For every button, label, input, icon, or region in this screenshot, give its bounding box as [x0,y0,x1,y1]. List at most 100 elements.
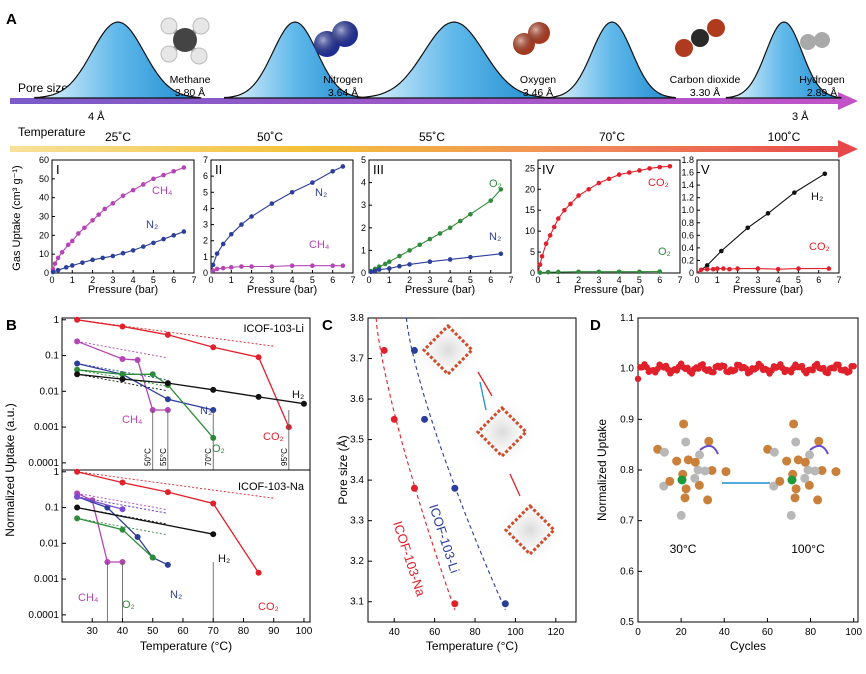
subplot-roman: IV [542,162,555,177]
data-point [537,270,543,275]
data-point [149,371,156,378]
y-tick-label: 0.0001 [28,610,59,621]
framework-icon [494,494,566,566]
x-tick-label: 7 [191,275,196,285]
data-point [214,266,220,272]
subplot-roman: V [701,162,710,177]
data-point [164,396,171,403]
x-axis-label: Pressure (bar) [247,284,317,296]
data-point [745,225,751,231]
x-tick-label: 1 [387,275,392,285]
data-point [119,526,126,533]
series-label: N₂ [315,187,327,199]
y-tick-label: 0.001 [34,422,59,433]
material-title: ICOF-103-Li [243,323,304,335]
subplot-V: 0 1 2 3 4 5 6 700.20.40.60.81.01.21.41.61.8Pres… [681,155,841,296]
y-tick-label: 5 [361,155,366,165]
left-temp-label: 30°C [670,542,697,556]
data-point [110,253,116,259]
molecule-size: 3.80 Å [175,86,205,99]
series-label: O₂ [122,599,135,611]
data-point [667,163,673,169]
data-point [330,263,336,269]
data-point [269,201,275,206]
molecule-5-icon [800,32,830,50]
data-point [220,241,226,247]
molecule-size: 3.30 Å [690,86,720,99]
x-tick-label: 4 [448,275,453,285]
data-point [181,229,187,234]
x-tick-label: 1 [715,275,720,285]
temp-axis-label: Temperature [18,125,86,139]
data-point [171,233,177,238]
subplot-frame [210,159,354,274]
y-tick-label: 0.4 [681,243,694,253]
y-tick-label: 0 [44,268,49,278]
x-tick-label: 20 [676,627,688,638]
y-tick-label: 1.2 [681,193,694,203]
y-tick-label: 3.4 [350,475,364,486]
x-tick-label: 0 [535,275,540,285]
x-tick-label: 120 [547,627,564,638]
x-tick-label: 100 [296,626,313,637]
x-tick-label: 90 [268,626,280,637]
right-temp-label: 100°C [791,542,825,556]
data-point [368,269,374,275]
subplot-frame [537,159,681,274]
pore-right-tick: 3 Å [792,110,809,123]
series-line [76,496,123,510]
pore-size-peak [725,21,842,99]
data-point [69,238,75,244]
data-point [255,569,262,576]
data-point [647,166,652,171]
molecule-size: 3.64 Å [328,86,358,99]
data-point [576,269,581,275]
data-point [164,489,171,496]
y-tick-label: 3.3 [350,516,364,527]
data-point [735,266,740,271]
x-tick-label: 2 [249,275,254,285]
temperature-label: 25˚C [105,130,131,144]
cycle-point [634,375,642,382]
y-tick-label: 3 [203,220,208,230]
temperature-label: 55˚C [419,130,445,144]
data-point [626,170,632,175]
molecule-name: Nitrogen [323,74,363,86]
data-point [214,251,220,256]
series-label: CH₄ [122,414,143,426]
data-point [100,255,106,261]
y-tick-label: 4 [203,203,208,213]
data-point [410,484,418,492]
data-point [310,180,315,185]
data-point [50,269,56,275]
series-line [368,189,502,274]
y-tick-label: 1.4 [681,180,694,190]
molecule-size: 2.89 Å [807,86,837,99]
data-point [390,415,398,423]
data-point [586,186,592,192]
series-label: H₂ [292,389,304,401]
data-point [63,265,69,270]
data-point [792,190,797,195]
data-point [102,206,108,212]
data-point [826,266,832,271]
molecule-3-icon [513,22,550,55]
data-point [130,187,136,193]
series-label: O₂ [658,246,671,258]
data-point [568,201,573,207]
panel-label-b: B [6,317,17,334]
x-tick-label: 5 [151,275,156,285]
data-point [397,263,402,269]
data-point [74,338,81,345]
data-point [119,371,126,378]
data-point [140,244,146,249]
data-point [119,376,126,383]
cycle-point [721,362,728,370]
x-tick-label: 4 [290,275,295,285]
y-tick-label: 0.7 [620,516,634,527]
data-point [74,515,81,522]
molecule-name: Hydrogen [799,74,845,86]
y-tick-label: 0.9 [620,414,634,425]
x-tick-label: 80 [469,627,481,638]
